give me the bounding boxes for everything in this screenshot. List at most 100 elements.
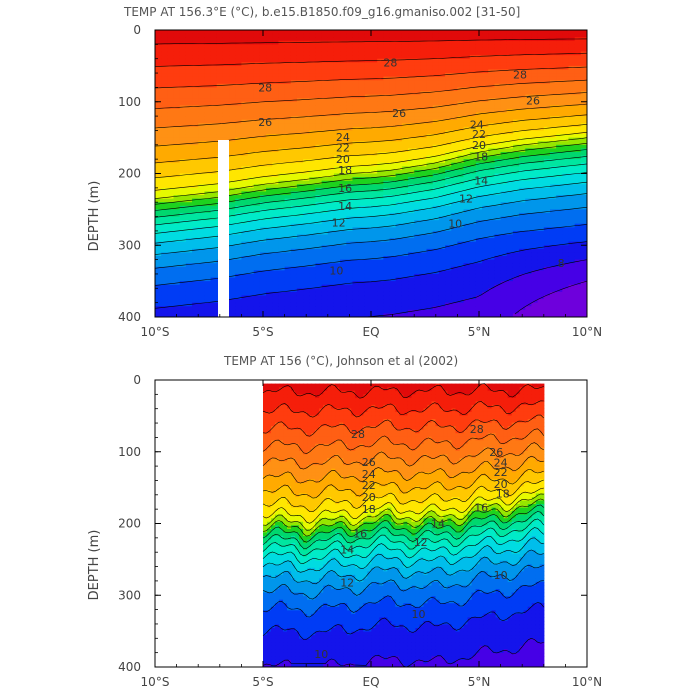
- temperature-cell: [247, 87, 255, 92]
- temperature-cell: [358, 126, 366, 132]
- temperature-cell: [512, 266, 520, 271]
- temperature-cell: [253, 166, 261, 171]
- temperature-cell: [500, 37, 508, 42]
- temperature-cell: [284, 234, 292, 239]
- temperature-cell: [432, 238, 440, 243]
- temperature-cell: [204, 234, 212, 239]
- temperature-cell: [494, 62, 502, 67]
- temperature-cell: [185, 83, 193, 88]
- temperature-cell: [401, 306, 409, 311]
- temperature-cell: [525, 76, 533, 81]
- temperature-cell: [445, 180, 452, 185]
- temperature-cell: [519, 51, 526, 56]
- temperature-cell: [284, 256, 292, 261]
- temperature-cell: [432, 256, 440, 261]
- temperature-cell: [401, 177, 409, 182]
- temperature-cell: [259, 234, 267, 239]
- temperature-cell: [500, 209, 508, 214]
- temperature-cell: [475, 195, 483, 200]
- temperature-cell: [463, 202, 471, 207]
- temperature-cell: [296, 205, 304, 210]
- temperature-cell: [235, 148, 242, 153]
- temperature-cell: [445, 241, 452, 246]
- temperature-cell: [253, 198, 261, 203]
- temperature-cell: [358, 187, 366, 193]
- temperature-cell: [383, 47, 391, 53]
- temperature-cell: [333, 234, 341, 239]
- temperature-cell: [241, 177, 249, 182]
- temperature-cell: [445, 166, 452, 171]
- temperature-cell: [235, 30, 242, 35]
- temperature-cell: [457, 270, 465, 275]
- temperature-cell: [512, 144, 520, 149]
- temperature-cell: [445, 162, 452, 167]
- temperature-cell: [506, 270, 514, 275]
- temperature-cell: [432, 123, 440, 128]
- temperature-cell: [475, 101, 483, 106]
- temperature-cell: [352, 209, 360, 214]
- temperature-cell: [426, 134, 434, 139]
- temperature-cell: [506, 101, 514, 106]
- temperature-cell: [155, 116, 162, 121]
- temperature-cell: [371, 37, 378, 42]
- temperature-cell: [309, 202, 317, 207]
- temperature-cell: [537, 62, 545, 67]
- temperature-cell: [519, 291, 526, 297]
- temperature-cell: [155, 306, 162, 311]
- temperature-cell: [303, 162, 310, 167]
- temperature-cell: [167, 263, 175, 268]
- temperature-cell: [426, 155, 434, 160]
- temperature-cell: [346, 184, 354, 189]
- temperature-cell: [241, 281, 249, 286]
- temperature-cell: [506, 65, 514, 71]
- temperature-cell: [358, 223, 366, 228]
- temperature-cell: [266, 69, 273, 74]
- temperature-cell: [457, 105, 465, 110]
- temperature-cell: [414, 105, 421, 110]
- temperature-cell: [506, 273, 514, 279]
- temperature-cell: [216, 123, 224, 128]
- temperature-cell: [346, 309, 354, 315]
- temperature-cell: [364, 230, 372, 236]
- temperature-cell: [451, 47, 458, 53]
- temperature-cell: [438, 209, 446, 214]
- temperature-cell: [303, 80, 310, 85]
- temperature-cell: [185, 216, 193, 221]
- temperature-cell: [192, 73, 199, 78]
- temperature-cell: [155, 245, 162, 250]
- temperature-cell: [457, 123, 465, 128]
- temperature-cell: [179, 55, 187, 60]
- temperature-cell: [216, 108, 224, 114]
- temperature-cell: [266, 33, 273, 38]
- temperature-cell: [432, 277, 440, 282]
- temperature-cell: [364, 177, 372, 182]
- temperature-cell: [426, 284, 434, 289]
- temperature-cell: [512, 309, 520, 315]
- temperature-cell: [327, 90, 335, 96]
- temperature-cell: [253, 180, 261, 185]
- temperature-cell: [531, 306, 539, 311]
- temperature-cell: [438, 277, 446, 282]
- temperature-cell: [475, 295, 483, 300]
- temperature-cell: [482, 180, 489, 185]
- temperature-cell: [155, 248, 162, 254]
- temperature-cell: [303, 309, 310, 315]
- temperature-cell: [364, 47, 372, 53]
- temperature-cell: [284, 299, 292, 304]
- temperature-cell: [253, 112, 261, 117]
- temperature-cell: [315, 309, 323, 315]
- temperature-cell: [420, 126, 428, 132]
- temperature-cell: [401, 76, 409, 81]
- temperature-cell: [352, 241, 360, 246]
- temperature-cell: [383, 277, 391, 282]
- temperature-cell: [216, 87, 224, 92]
- temperature-cell: [426, 195, 434, 200]
- temperature-cell: [494, 259, 502, 264]
- temperature-cell: [247, 90, 255, 96]
- temperature-cell: [512, 90, 520, 96]
- temperature-cell: [401, 73, 409, 78]
- temperature-cell: [192, 119, 199, 124]
- temperature-cell: [259, 116, 267, 121]
- temperature-cell: [457, 87, 465, 92]
- temperature-cell: [192, 273, 199, 279]
